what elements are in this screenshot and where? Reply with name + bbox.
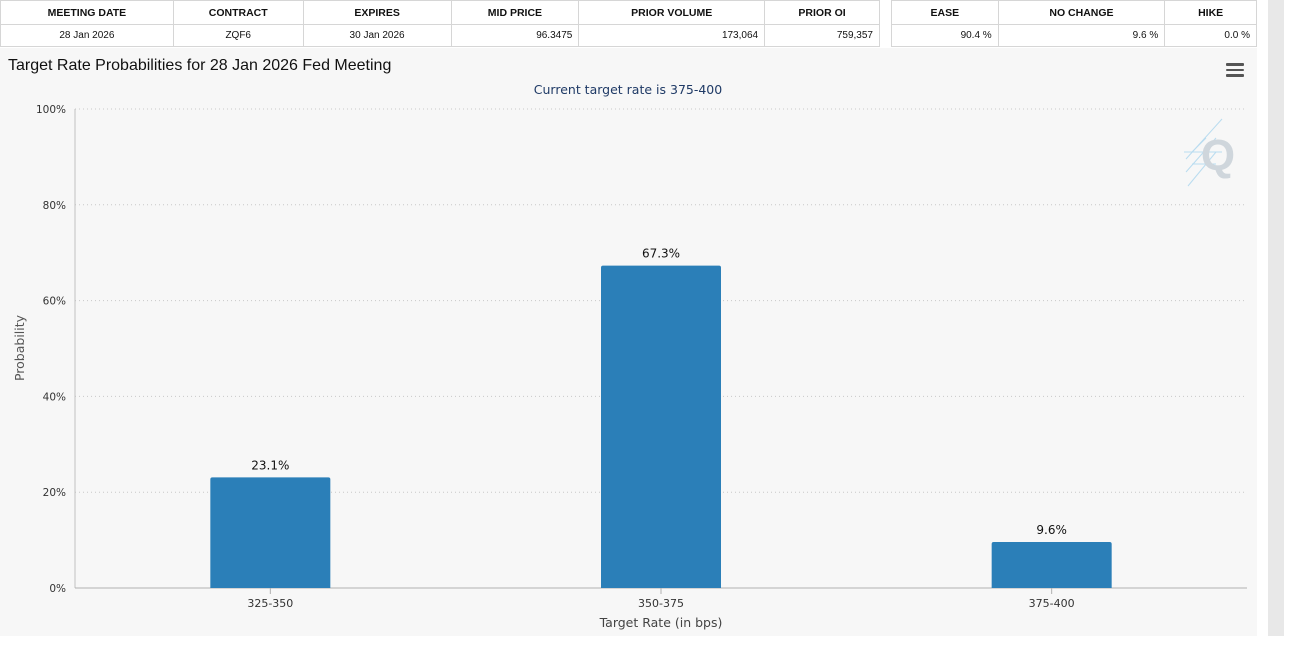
data-label: 9.6% (1036, 523, 1067, 537)
y-tick-label: 100% (36, 104, 66, 116)
header-prior-volume: PRIOR VOLUME (579, 1, 765, 25)
cell-contract: ZQF6 (173, 25, 303, 47)
hamburger-menu-icon[interactable] (1226, 63, 1244, 77)
bar-chart: Q 0% 20% 40% 60% 80% 100% 23.1% 325-350 67.3% 350… (0, 48, 1257, 636)
chart-labels: 0% 20% 40% 60% 80% 100% 23.1% 325-350 67.3% 350-3… (36, 104, 1075, 610)
data-label: 67.3% (642, 247, 680, 261)
y-tick-label: 60% (43, 296, 66, 308)
y-tick-label: 20% (43, 487, 66, 499)
cell-no-change: 9.6 % (998, 25, 1165, 47)
header-ease: EASE (892, 1, 999, 25)
bar-375-400[interactable] (992, 542, 1112, 588)
vertical-scrollbar[interactable] (1268, 0, 1284, 636)
chart-bars (210, 266, 1111, 588)
header-expires: EXPIRES (303, 1, 451, 25)
cell-prior-volume: 173,064 (579, 25, 765, 47)
contract-table-header-row: MEETING DATE CONTRACT EXPIRES MID PRICE … (1, 1, 880, 25)
chart-panel: Q 0% 20% 40% 60% 80% 100% 23.1% 325-350 67.3% 350… (0, 48, 1257, 636)
probability-table: EASE NO CHANGE HIKE 90.4 % 9.6 % 0.0 % (891, 0, 1257, 47)
x-axis-title: Target Rate (in bps) (599, 615, 723, 630)
probability-table-header-row: EASE NO CHANGE HIKE (892, 1, 1257, 25)
y-tick-label: 0% (49, 583, 66, 595)
x-tick-label: 325-350 (247, 597, 293, 610)
header-contract: CONTRACT (173, 1, 303, 25)
table-row: 28 Jan 2026 ZQF6 30 Jan 2026 96.3475 173… (1, 25, 880, 47)
logo-letter: Q (1201, 131, 1235, 180)
cell-expires: 30 Jan 2026 (303, 25, 451, 47)
x-tick-label: 375-400 (1029, 597, 1075, 610)
cell-ease: 90.4 % (892, 25, 999, 47)
y-tick-label: 40% (43, 391, 66, 403)
x-tick-label: 350-375 (638, 597, 684, 610)
cell-prior-oi: 759,357 (765, 25, 880, 47)
cell-meeting-date: 28 Jan 2026 (1, 25, 174, 47)
cell-hike: 0.0 % (1165, 25, 1257, 47)
header-no-change: NO CHANGE (998, 1, 1165, 25)
bar-350-375[interactable] (601, 266, 721, 588)
header-mid-price: MID PRICE (451, 1, 579, 25)
contract-table: MEETING DATE CONTRACT EXPIRES MID PRICE … (0, 0, 880, 47)
data-label: 23.1% (251, 458, 289, 472)
y-axis-title: Probability (12, 314, 27, 381)
table-row: 90.4 % 9.6 % 0.0 % (892, 25, 1257, 47)
header-meeting-date: MEETING DATE (1, 1, 174, 25)
bar-325-350[interactable] (210, 477, 330, 588)
chart-title: Target Rate Probabilities for 28 Jan 202… (8, 57, 391, 75)
q-logo-icon: Q (1184, 119, 1235, 186)
header-prior-oi: PRIOR OI (765, 1, 880, 25)
header-hike: HIKE (1165, 1, 1257, 25)
chart-subtitle: Current target rate is 375-400 (534, 82, 722, 97)
cell-mid-price: 96.3475 (451, 25, 579, 47)
bottom-strip (0, 636, 1292, 648)
y-tick-label: 80% (43, 200, 66, 212)
